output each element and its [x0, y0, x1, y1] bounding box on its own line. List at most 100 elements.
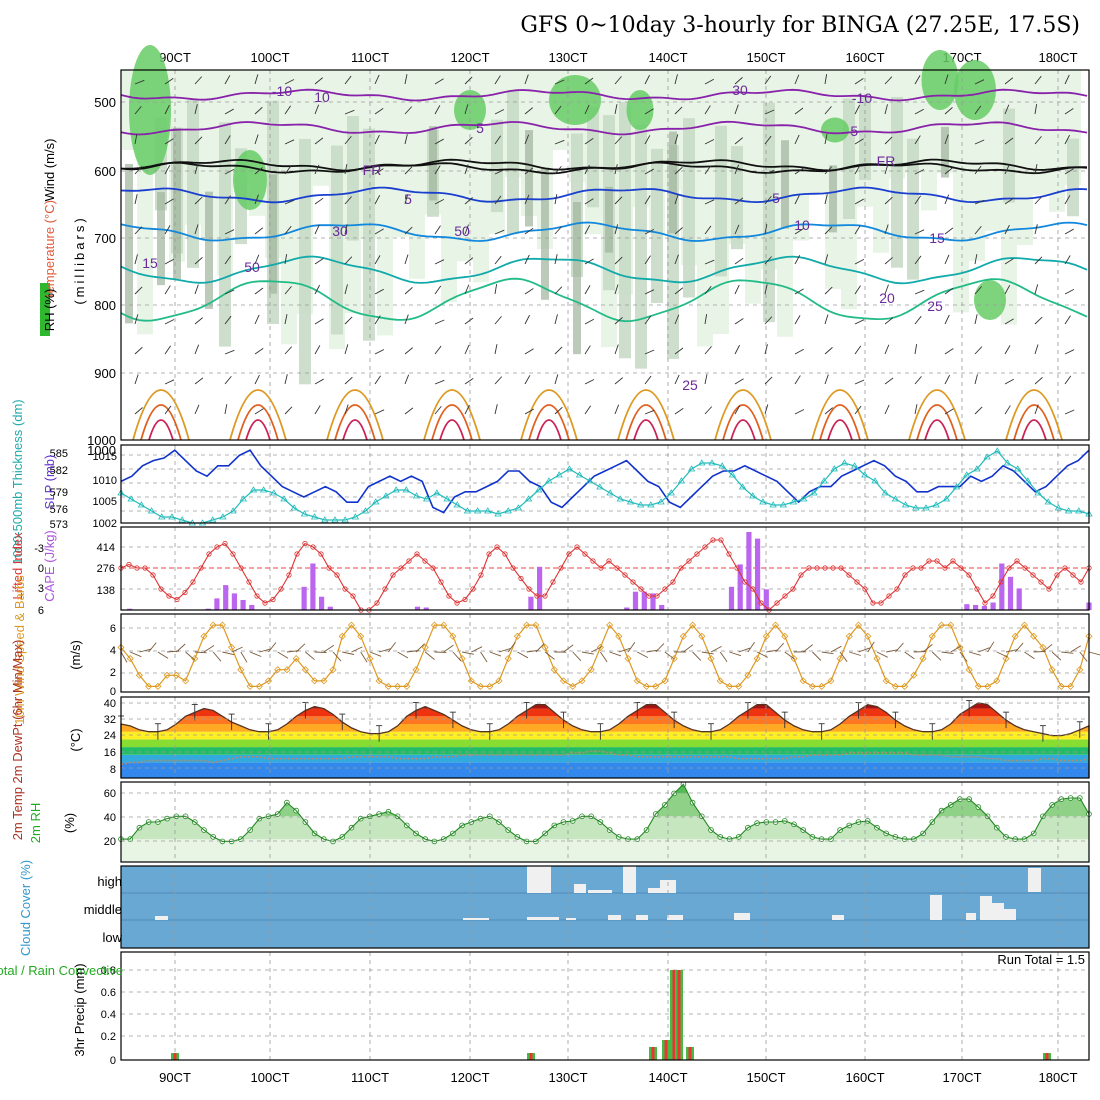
- wind-barb: [775, 642, 785, 653]
- wind-barb: [194, 344, 200, 355]
- rh-shade: [793, 70, 809, 241]
- wind-barb: [821, 651, 834, 655]
- temp-band: [121, 762, 1089, 778]
- li-marker: [382, 586, 388, 592]
- y-tick-right: 1010: [93, 475, 117, 487]
- y-tick: 500: [94, 95, 116, 110]
- wind-barb: [344, 135, 352, 145]
- wind-marker: [873, 655, 881, 663]
- wind-barb: [884, 344, 890, 355]
- cape-bar: [746, 532, 752, 610]
- x-tick-bottom: 140CT: [648, 1070, 687, 1085]
- cape-bar: [528, 596, 534, 610]
- wind-barb: [524, 134, 530, 145]
- wind-barb: [314, 164, 320, 175]
- wind-barb: [268, 642, 277, 653]
- rh-shade: [715, 125, 727, 277]
- wind-barb: [563, 644, 574, 653]
- cape-bar: [327, 606, 333, 610]
- wind-barb: [494, 135, 502, 145]
- precip-conv-bar: [173, 1053, 177, 1060]
- wind-barb: [854, 319, 865, 325]
- wind-barb: [164, 104, 170, 115]
- cape-bar: [650, 593, 656, 610]
- wind-barb: [344, 109, 355, 115]
- wind-barb: [254, 106, 263, 115]
- wind-barb: [254, 408, 264, 415]
- wind-barb: [944, 348, 954, 355]
- wind-marker: [458, 655, 466, 663]
- cape-label: CAPE (J/kg): [42, 530, 57, 602]
- slp-line: [120, 449, 1090, 514]
- wind-marker: [993, 677, 1001, 685]
- x-tick-top: 180CT: [1038, 50, 1077, 65]
- wind-barb: [554, 374, 559, 385]
- rh-band: [121, 784, 1089, 794]
- li-marker: [734, 565, 740, 571]
- li-marker: [1030, 572, 1036, 578]
- isotherm-warm: [132, 389, 190, 441]
- li-marker: [198, 565, 204, 571]
- cloud-mid-bar: [980, 896, 992, 920]
- wind-barb: [464, 76, 473, 85]
- wind-barb: [764, 135, 772, 145]
- cloud-mid-bar: [155, 916, 168, 920]
- isotherm-warm: [1005, 389, 1063, 441]
- wind-barb: [524, 288, 534, 295]
- wind-barb: [1061, 651, 1074, 654]
- wind-barb: [944, 194, 950, 205]
- li-line: [120, 539, 1090, 611]
- rh-frame: [120, 781, 1090, 863]
- wind-barb: [249, 651, 262, 657]
- wind-barb: [974, 254, 978, 265]
- precip-conv-bar: [529, 1053, 533, 1060]
- wind-barb: [277, 651, 289, 659]
- wind-barb: [734, 318, 744, 325]
- wind-barb: [614, 76, 622, 85]
- wind-barb: [494, 75, 501, 85]
- rh-high-shade: [129, 45, 171, 175]
- wind-barb: [1014, 642, 1024, 653]
- cloud-high-bar: [527, 866, 551, 893]
- wind-barb: [524, 227, 534, 235]
- wind-barb: [554, 406, 563, 415]
- rh-high-shade: [626, 90, 654, 130]
- wind-barb: [1005, 649, 1018, 653]
- wind-barb: [756, 651, 769, 658]
- wind-barb: [314, 258, 324, 265]
- wind-barb: [584, 164, 590, 175]
- thickness-marker: [239, 495, 247, 502]
- isotherm-warm: [148, 419, 174, 441]
- wind-barb: [554, 194, 558, 205]
- y-tick: 16: [104, 747, 116, 759]
- li-marker: [750, 586, 756, 592]
- rh-shade: [605, 186, 613, 253]
- wind-barb: [969, 651, 981, 656]
- wind-barb: [854, 138, 864, 145]
- cape-bar: [223, 585, 229, 610]
- wind-barb: [360, 651, 368, 663]
- wind-barb: [344, 404, 349, 415]
- contour-label: 50: [244, 259, 260, 275]
- wind-barb: [729, 651, 742, 657]
- rh-shade: [269, 174, 277, 294]
- wind-barb: [674, 166, 683, 175]
- isotherm-warm: [326, 389, 384, 441]
- li-marker: [190, 579, 196, 585]
- wind-barb: [203, 645, 215, 653]
- wind-barb: [164, 258, 174, 265]
- wind-barb: [618, 647, 631, 653]
- wind-barb: [524, 74, 529, 85]
- wind-barb: [164, 198, 174, 205]
- wind-barb: [704, 314, 708, 325]
- wind-barb: [876, 651, 888, 658]
- li-marker: [1070, 572, 1076, 578]
- wind-barb: [614, 284, 619, 295]
- wind-barb: [1034, 256, 1043, 265]
- wind-barb: [1042, 643, 1053, 653]
- wind-barb: [794, 194, 800, 205]
- wind-barb: [824, 314, 829, 325]
- wind-marker: [606, 621, 614, 629]
- li-marker: [222, 540, 228, 547]
- cloud-mid-bar: [667, 915, 683, 920]
